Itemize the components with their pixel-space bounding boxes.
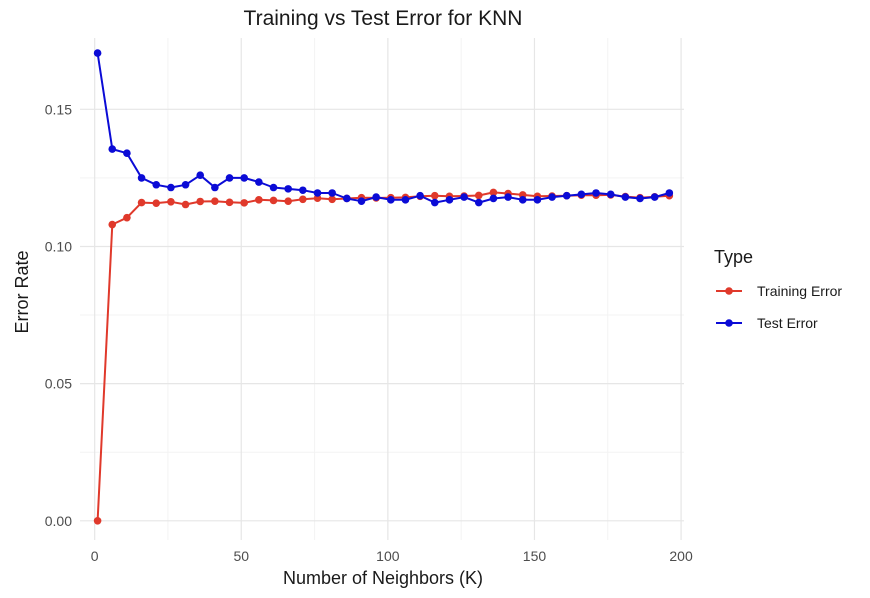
training-error-point [240,199,248,207]
test-error-point [592,189,600,197]
test-error-point [152,180,161,189]
training-error-point [93,516,102,525]
test-error-point [255,178,263,186]
series-layer [93,49,674,525]
legend-item-test-error: Test Error [716,315,818,331]
y-tick-label: 0.10 [45,238,72,254]
legend-label: Test Error [757,315,818,331]
test-error-point [606,190,615,199]
training-error-point [255,196,263,204]
test-error-point [181,180,190,189]
training-error-series [93,188,674,525]
y-tick-label: 0.05 [45,376,72,392]
test-error-point [313,189,322,197]
test-error-point [621,193,630,201]
training-error-point [123,213,131,222]
x-tick-label: 50 [233,548,249,564]
test-error-point [343,194,351,203]
training-error-point [269,196,278,205]
test-error-point [269,183,278,192]
training-error-point [137,198,146,207]
x-tick-label: 0 [91,548,99,564]
training-error-point [284,197,292,206]
test-error-point [518,196,527,204]
training-error-point [108,220,117,229]
training-error-line [96,191,670,521]
test-error-point [533,196,542,204]
test-error-point [108,145,117,153]
test-error-point [137,174,146,182]
training-error-point [474,191,483,200]
test-error-point [445,196,454,204]
test-error-point [284,185,292,193]
y-tick-label: 0.15 [45,101,72,117]
legend-item-training-error: Training Error [716,283,842,299]
x-tick-label: 150 [523,548,547,564]
training-error-point [181,200,190,209]
y-tick-label: 0.00 [45,513,72,529]
training-error-point [167,197,175,206]
test-error-point [401,196,410,204]
legend-label: Training Error [757,283,842,299]
test-error-point [225,174,234,182]
test-error-point [460,193,468,201]
test-error-point [562,191,571,200]
y-axis-title: Error Rate [12,250,32,333]
test-error-point [665,189,674,197]
training-error-point [328,195,336,204]
test-error-point [548,193,556,201]
test-error-series [93,49,674,207]
test-error-point [386,196,395,204]
training-error-point [489,188,498,197]
training-error-point [430,191,439,200]
test-error-point [577,190,586,199]
test-error-point [357,197,366,206]
test-error-point [489,194,498,203]
test-error-point [372,193,380,201]
test-error-point [650,193,659,201]
test-error-point [196,171,205,179]
test-error-point [167,183,175,192]
legend-items: Training Error Test Error [716,283,842,331]
test-error-point [93,49,102,57]
x-tick-label: 100 [376,548,400,564]
training-error-point [211,197,219,206]
test-error-point [123,149,131,158]
x-axis-tick-labels: 0 50 100 150 200 [91,548,693,564]
minor-gridlines [80,38,684,540]
test-error-point [328,189,336,197]
x-tick-label: 200 [669,548,693,564]
test-error-point [430,198,439,207]
test-error-point [211,183,219,192]
test-error-point [416,191,424,200]
training-error-point [225,198,234,207]
test-error-point [504,193,512,201]
training-error-point [299,195,307,204]
test-error-point [299,186,307,195]
legend-key-point [725,319,733,327]
major-gridlines [80,38,684,540]
y-axis-tick-labels: 0.00 0.05 0.10 0.15 [45,101,72,528]
test-error-point [240,174,248,182]
legend-key-point [725,287,733,295]
legend-title: Type [714,247,753,267]
test-error-point [636,194,644,203]
training-error-point [313,194,322,203]
training-error-point [152,199,161,207]
training-error-point [196,197,205,206]
test-error-point [474,198,483,207]
test-error-line [96,52,670,204]
chart-title: Training vs Test Error for KNN [244,7,523,30]
x-axis-title: Number of Neighbors (K) [283,568,483,588]
legend: Type Training Error Test Error [714,247,842,331]
